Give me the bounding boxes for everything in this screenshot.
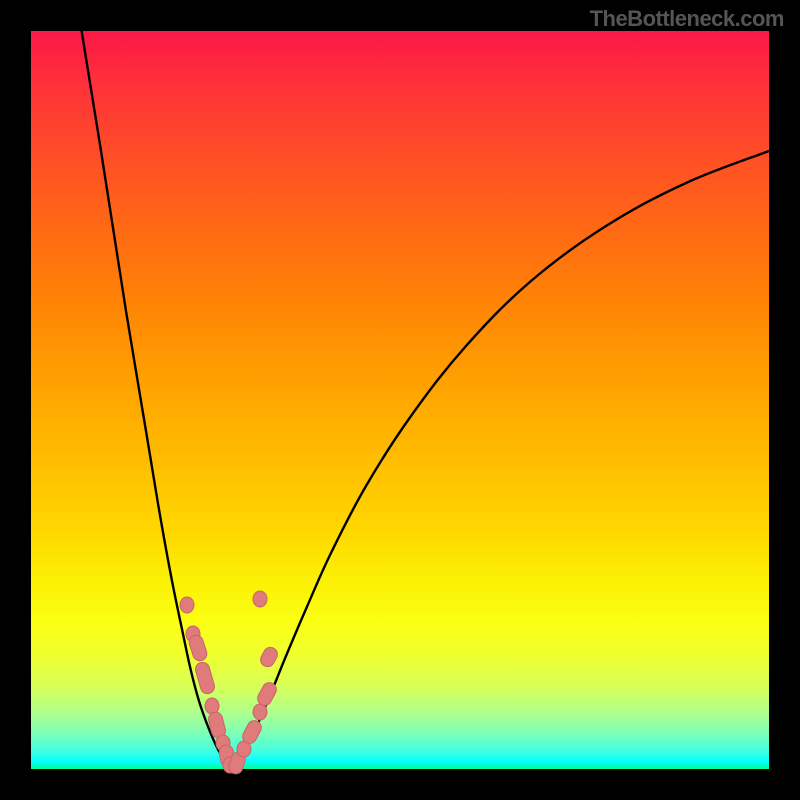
curve-marker [253,704,267,720]
curve-marker [258,645,280,669]
curve-marker [180,597,194,613]
curve-marker [194,661,216,696]
curve-marker [187,633,208,662]
curve-marker [253,591,267,607]
left-curve [80,21,230,766]
curve-layer [31,31,769,769]
chart-container: TheBottleneck.com [0,0,800,800]
right-curve [230,151,769,766]
curve-marker [205,698,219,714]
watermark-text: TheBottleneck.com [590,6,784,32]
